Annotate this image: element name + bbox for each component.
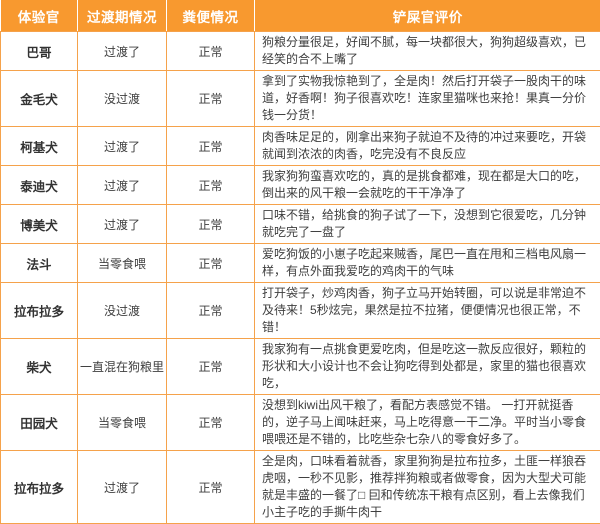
owner-review-cell: 打开袋子，炒鸡肉香，狗子立马开始转圈，可以说是非常迫不及待来！5秒炫完，果然是拉… [255,283,600,339]
table-row: 拉布拉多 没过渡 正常 打开袋子，炒鸡肉香，狗子立马开始转圈，可以说是非常迫不及… [1,283,600,339]
stool-status-cell: 正常 [167,166,255,205]
transition-status-cell: 没过渡 [78,283,167,339]
owner-review-cell: 我家狗狗蛮喜欢吃的，真的是挑食都难，现在都是大口的吃，倒出来的风干粮一会就吃的干… [255,166,600,205]
header-experience-officer: 体验官 [1,0,78,32]
table-row: 法斗 当零食喂 正常 爱吃狗饭的小崽子吃起来贼香，尾巴一直在甩和三档电风扇一样，… [1,244,600,283]
transition-status-cell: 一直混在狗粮里 [78,339,167,395]
dog-breed-cell: 巴哥 [1,32,78,71]
transition-status-cell: 当零食喂 [78,395,167,451]
dog-breed-cell: 拉布拉多 [1,283,78,339]
table-row: 柯基犬 过渡了 正常 肉香味足足的，刚拿出来狗子就迫不及待的冲过来要吃，开袋就闻… [1,127,600,166]
transition-status-cell: 没过渡 [78,71,167,127]
dog-breed-cell: 柯基犬 [1,127,78,166]
table-body: 巴哥 过渡了 正常 狗粮分量很足，好闻不腻，每一块都很大，狗狗超级喜欢，已经笑的… [1,32,600,524]
dog-breed-cell: 田园犬 [1,395,78,451]
owner-review-cell: 我家狗有一点挑食更爱吃肉，但是吃这一款反应很好，颗粒的形状和大小设计也不会让狗吃… [255,339,600,395]
stool-status-cell: 正常 [167,283,255,339]
stool-status-cell: 正常 [167,244,255,283]
transition-status-cell: 过渡了 [78,451,167,524]
dog-breed-cell: 法斗 [1,244,78,283]
stool-status-cell: 正常 [167,395,255,451]
table-row: 巴哥 过渡了 正常 狗粮分量很足，好闻不腻，每一块都很大，狗狗超级喜欢，已经笑的… [1,32,600,71]
dog-breed-cell: 拉布拉多 [1,451,78,524]
owner-review-cell: 狗粮分量很足，好闻不腻，每一块都很大，狗狗超级喜欢，已经笑的合不上嘴了 [255,32,600,71]
table-row: 田园犬 当零食喂 正常 没想到kiwi出风干粮了，看配方表感觉不错。 一打开就挺… [1,395,600,451]
header-transition-status: 过渡期情况 [78,0,167,32]
owner-review-cell: 全是肉，口味看着就香，家里狗狗是拉布拉多，土匪一样狼吞虎咽，一秒不见影，推荐拌狗… [255,451,600,524]
stool-status-cell: 正常 [167,71,255,127]
dog-breed-cell: 金毛犬 [1,71,78,127]
transition-status-cell: 过渡了 [78,205,167,244]
table-row: 博美犬 过渡了 正常 口味不错，给挑食的狗子试了一下，没想到它很爱吃，几分钟就吃… [1,205,600,244]
transition-status-cell: 过渡了 [78,127,167,166]
table-row: 拉布拉多 过渡了 正常 全是肉，口味看着就香，家里狗狗是拉布拉多，土匪一样狼吞虎… [1,451,600,524]
header-stool-status: 粪便情况 [167,0,255,32]
table-row: 泰迪犬 过渡了 正常 我家狗狗蛮喜欢吃的，真的是挑食都难，现在都是大口的吃，倒出… [1,166,600,205]
table-row: 金毛犬 没过渡 正常 拿到了实物我惊艳到了，全是肉！然后打开袋子一股肉干的味道，… [1,71,600,127]
stool-status-cell: 正常 [167,451,255,524]
stool-status-cell: 正常 [167,205,255,244]
table-header-row: 体验官 过渡期情况 粪便情况 铲屎官评价 [1,0,600,32]
stool-status-cell: 正常 [167,32,255,71]
dog-breed-cell: 博美犬 [1,205,78,244]
stool-status-cell: 正常 [167,127,255,166]
transition-status-cell: 当零食喂 [78,244,167,283]
table-row: 柴犬 一直混在狗粮里 正常 我家狗有一点挑食更爱吃肉，但是吃这一款反应很好，颗粒… [1,339,600,395]
dog-breed-cell: 柴犬 [1,339,78,395]
dog-breed-cell: 泰迪犬 [1,166,78,205]
owner-review-cell: 口味不错，给挑食的狗子试了一下，没想到它很爱吃，几分钟就吃完了一盘了 [255,205,600,244]
transition-status-cell: 过渡了 [78,166,167,205]
owner-review-cell: 拿到了实物我惊艳到了，全是肉！然后打开袋子一股肉干的味道，好香啊！狗子很喜欢吃！… [255,71,600,127]
header-owner-review: 铲屎官评价 [255,0,600,32]
owner-review-cell: 没想到kiwi出风干粮了，看配方表感觉不错。 一打开就挺香的，逆子马上闻味赶来，… [255,395,600,451]
owner-review-cell: 肉香味足足的，刚拿出来狗子就迫不及待的冲过来要吃，开袋就闻到浓浓的肉香，吃完没有… [255,127,600,166]
stool-status-cell: 正常 [167,339,255,395]
transition-status-cell: 过渡了 [78,32,167,71]
owner-review-cell: 爱吃狗饭的小崽子吃起来贼香，尾巴一直在甩和三档电风扇一样，有点外面我爱吃的鸡肉干… [255,244,600,283]
